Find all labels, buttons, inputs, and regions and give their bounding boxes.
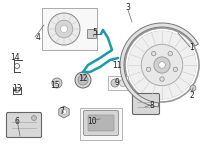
Circle shape (160, 77, 164, 81)
FancyBboxPatch shape (132, 93, 160, 115)
FancyBboxPatch shape (88, 115, 114, 131)
Text: 5: 5 (93, 27, 97, 36)
FancyBboxPatch shape (88, 30, 97, 39)
Circle shape (78, 75, 88, 85)
Text: 3: 3 (126, 2, 130, 11)
Circle shape (154, 57, 170, 73)
Circle shape (190, 85, 196, 91)
Circle shape (168, 51, 172, 56)
Text: 15: 15 (50, 81, 60, 90)
Circle shape (146, 67, 151, 72)
Circle shape (32, 116, 37, 121)
Circle shape (120, 80, 127, 86)
Text: 2: 2 (190, 91, 194, 100)
Text: 7: 7 (60, 107, 64, 117)
Circle shape (75, 72, 91, 88)
Circle shape (128, 31, 196, 99)
Text: 6: 6 (15, 117, 19, 127)
Text: 9: 9 (115, 77, 119, 86)
Circle shape (48, 13, 80, 45)
Circle shape (55, 20, 73, 38)
Circle shape (60, 25, 68, 32)
Circle shape (81, 78, 85, 82)
Text: 11: 11 (112, 61, 122, 70)
Polygon shape (59, 106, 69, 118)
Text: 13: 13 (12, 83, 22, 92)
Circle shape (141, 44, 183, 86)
FancyBboxPatch shape (108, 76, 128, 90)
FancyBboxPatch shape (80, 108, 122, 140)
Circle shape (159, 62, 165, 68)
FancyBboxPatch shape (84, 111, 119, 136)
Circle shape (111, 79, 119, 87)
Text: 14: 14 (10, 52, 20, 61)
Text: 10: 10 (87, 117, 97, 127)
Circle shape (152, 51, 156, 56)
Text: 4: 4 (36, 32, 40, 41)
FancyBboxPatch shape (7, 112, 42, 137)
Text: 1: 1 (190, 42, 194, 51)
Circle shape (52, 78, 62, 88)
Text: 12: 12 (78, 74, 88, 82)
Text: 8: 8 (150, 101, 154, 110)
FancyBboxPatch shape (42, 8, 97, 50)
Circle shape (55, 81, 60, 86)
Circle shape (62, 110, 67, 115)
Circle shape (173, 67, 178, 72)
Polygon shape (120, 23, 198, 107)
